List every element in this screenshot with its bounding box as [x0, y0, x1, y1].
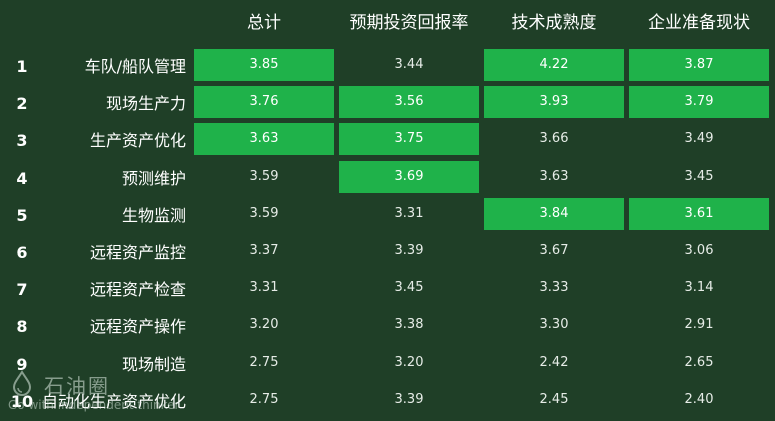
- score-cell: 2.40: [684, 391, 714, 407]
- row-label: 现场生产力: [105, 94, 186, 114]
- score-cell: 3.31: [249, 280, 279, 296]
- score-cell: 3.63: [539, 168, 569, 184]
- score-cell: 3.20: [249, 317, 279, 333]
- score-cell: 3.45: [394, 280, 424, 296]
- score-cell: 3.59: [249, 168, 279, 184]
- table-row: 1 车队/船队管理 3.85 3.44 4.22 3.87: [0, 49, 775, 84]
- table-row: 2 现场生产力 3.76 3.56 3.93 3.79: [0, 86, 775, 121]
- score-cell: 3.49: [684, 131, 714, 147]
- score-cell: 3.38: [394, 317, 424, 333]
- row-label: 自动化生产资产优化: [41, 391, 186, 411]
- row-label: 生物监测: [121, 205, 186, 225]
- score-cell: 3.33: [539, 280, 569, 296]
- rank-number: 9: [16, 354, 28, 374]
- score-cell: 3.39: [394, 243, 424, 258]
- highlighted-score-cell: 3.56: [339, 86, 479, 119]
- rank-number: 10: [10, 391, 34, 411]
- rank-number: 4: [16, 168, 28, 188]
- highlighted-score-cell: 3.79: [629, 86, 769, 119]
- highlighted-score-cell: 3.85: [194, 49, 334, 81]
- highlighted-score-cell: 4.22: [484, 49, 624, 81]
- table-row: 6 远程资产监控 3.37 3.39 3.67 3.06: [0, 235, 775, 270]
- highlighted-score-cell: 3.76: [194, 86, 334, 119]
- rank-number: 6: [16, 243, 28, 262]
- score-cell: 3.30: [539, 317, 569, 333]
- score-cell: 2.91: [684, 317, 714, 333]
- column-header: 技术成熟度: [511, 13, 597, 33]
- score-cell: 3.06: [684, 243, 714, 258]
- rank-number: 1: [16, 57, 28, 76]
- table-row: 5 生物监测 3.59 3.31 3.84 3.61: [0, 197, 775, 233]
- score-cell: 2.75: [249, 391, 279, 407]
- row-label: 生产资产优化: [89, 131, 186, 151]
- score-cell: 2.45: [539, 391, 569, 407]
- table-row: 8 远程资产操作 3.20 3.38 3.30 2.91: [0, 309, 775, 344]
- row-label: 远程资产监控: [89, 243, 186, 262]
- column-header: 企业准备现状: [648, 13, 750, 33]
- highlighted-score-cell: 3.84: [484, 197, 624, 230]
- rank-number: 7: [16, 280, 28, 300]
- score-cell: 3.31: [394, 205, 424, 221]
- score-cell: 3.20: [394, 354, 424, 370]
- row-label: 现场制造: [121, 354, 186, 374]
- row-label: 远程资产检查: [89, 280, 186, 300]
- highlighted-score-cell: 3.61: [629, 197, 769, 230]
- score-cell: 3.59: [249, 205, 279, 221]
- highlighted-score-cell: 3.87: [629, 49, 769, 81]
- score-cell: 2.42: [539, 354, 569, 370]
- table-row: 10 自动化生产资产优化 2.75 3.39 2.45 2.40: [0, 384, 775, 419]
- score-cell: 3.44: [394, 57, 424, 72]
- table-row: 7 远程资产检查 3.31 3.45 3.33 3.14: [0, 272, 775, 307]
- row-label: 远程资产操作: [89, 317, 186, 337]
- score-cell: 3.37: [249, 243, 279, 258]
- highlighted-score-cell: 3.69: [339, 160, 479, 193]
- highlighted-score-cell: 3.63: [194, 123, 334, 156]
- score-cell: 3.66: [539, 131, 569, 147]
- score-cell: 3.67: [539, 243, 569, 258]
- score-cell: 2.75: [249, 354, 279, 370]
- score-cell: 3.39: [394, 391, 424, 407]
- score-cell: 2.65: [684, 354, 714, 370]
- rank-number: 5: [16, 205, 28, 225]
- rank-number: 3: [16, 131, 28, 151]
- score-cell: 3.45: [684, 168, 714, 184]
- rank-number: 2: [16, 94, 28, 114]
- highlighted-score-cell: 3.93: [484, 86, 624, 119]
- table-row: 9 现场制造 2.75 3.20 2.42 2.65: [0, 347, 775, 382]
- table-row: 3 生产资产优化 3.63 3.75 3.66 3.49: [0, 123, 775, 158]
- row-label: 车队/船队管理: [84, 57, 186, 76]
- column-header: 总计: [247, 13, 281, 33]
- column-header: 预期投资回报率: [349, 13, 469, 33]
- highlighted-score-cell: 3.75: [339, 123, 479, 156]
- score-cell: 3.14: [684, 280, 714, 296]
- rank-number: 8: [16, 317, 28, 337]
- row-label: 预测维护: [121, 168, 186, 188]
- header-row: 总计 预期投资回报率 技术成熟度 企业准备现状: [0, 8, 775, 38]
- table-row: 4 预测维护 3.59 3.69 3.63 3.45: [0, 160, 775, 196]
